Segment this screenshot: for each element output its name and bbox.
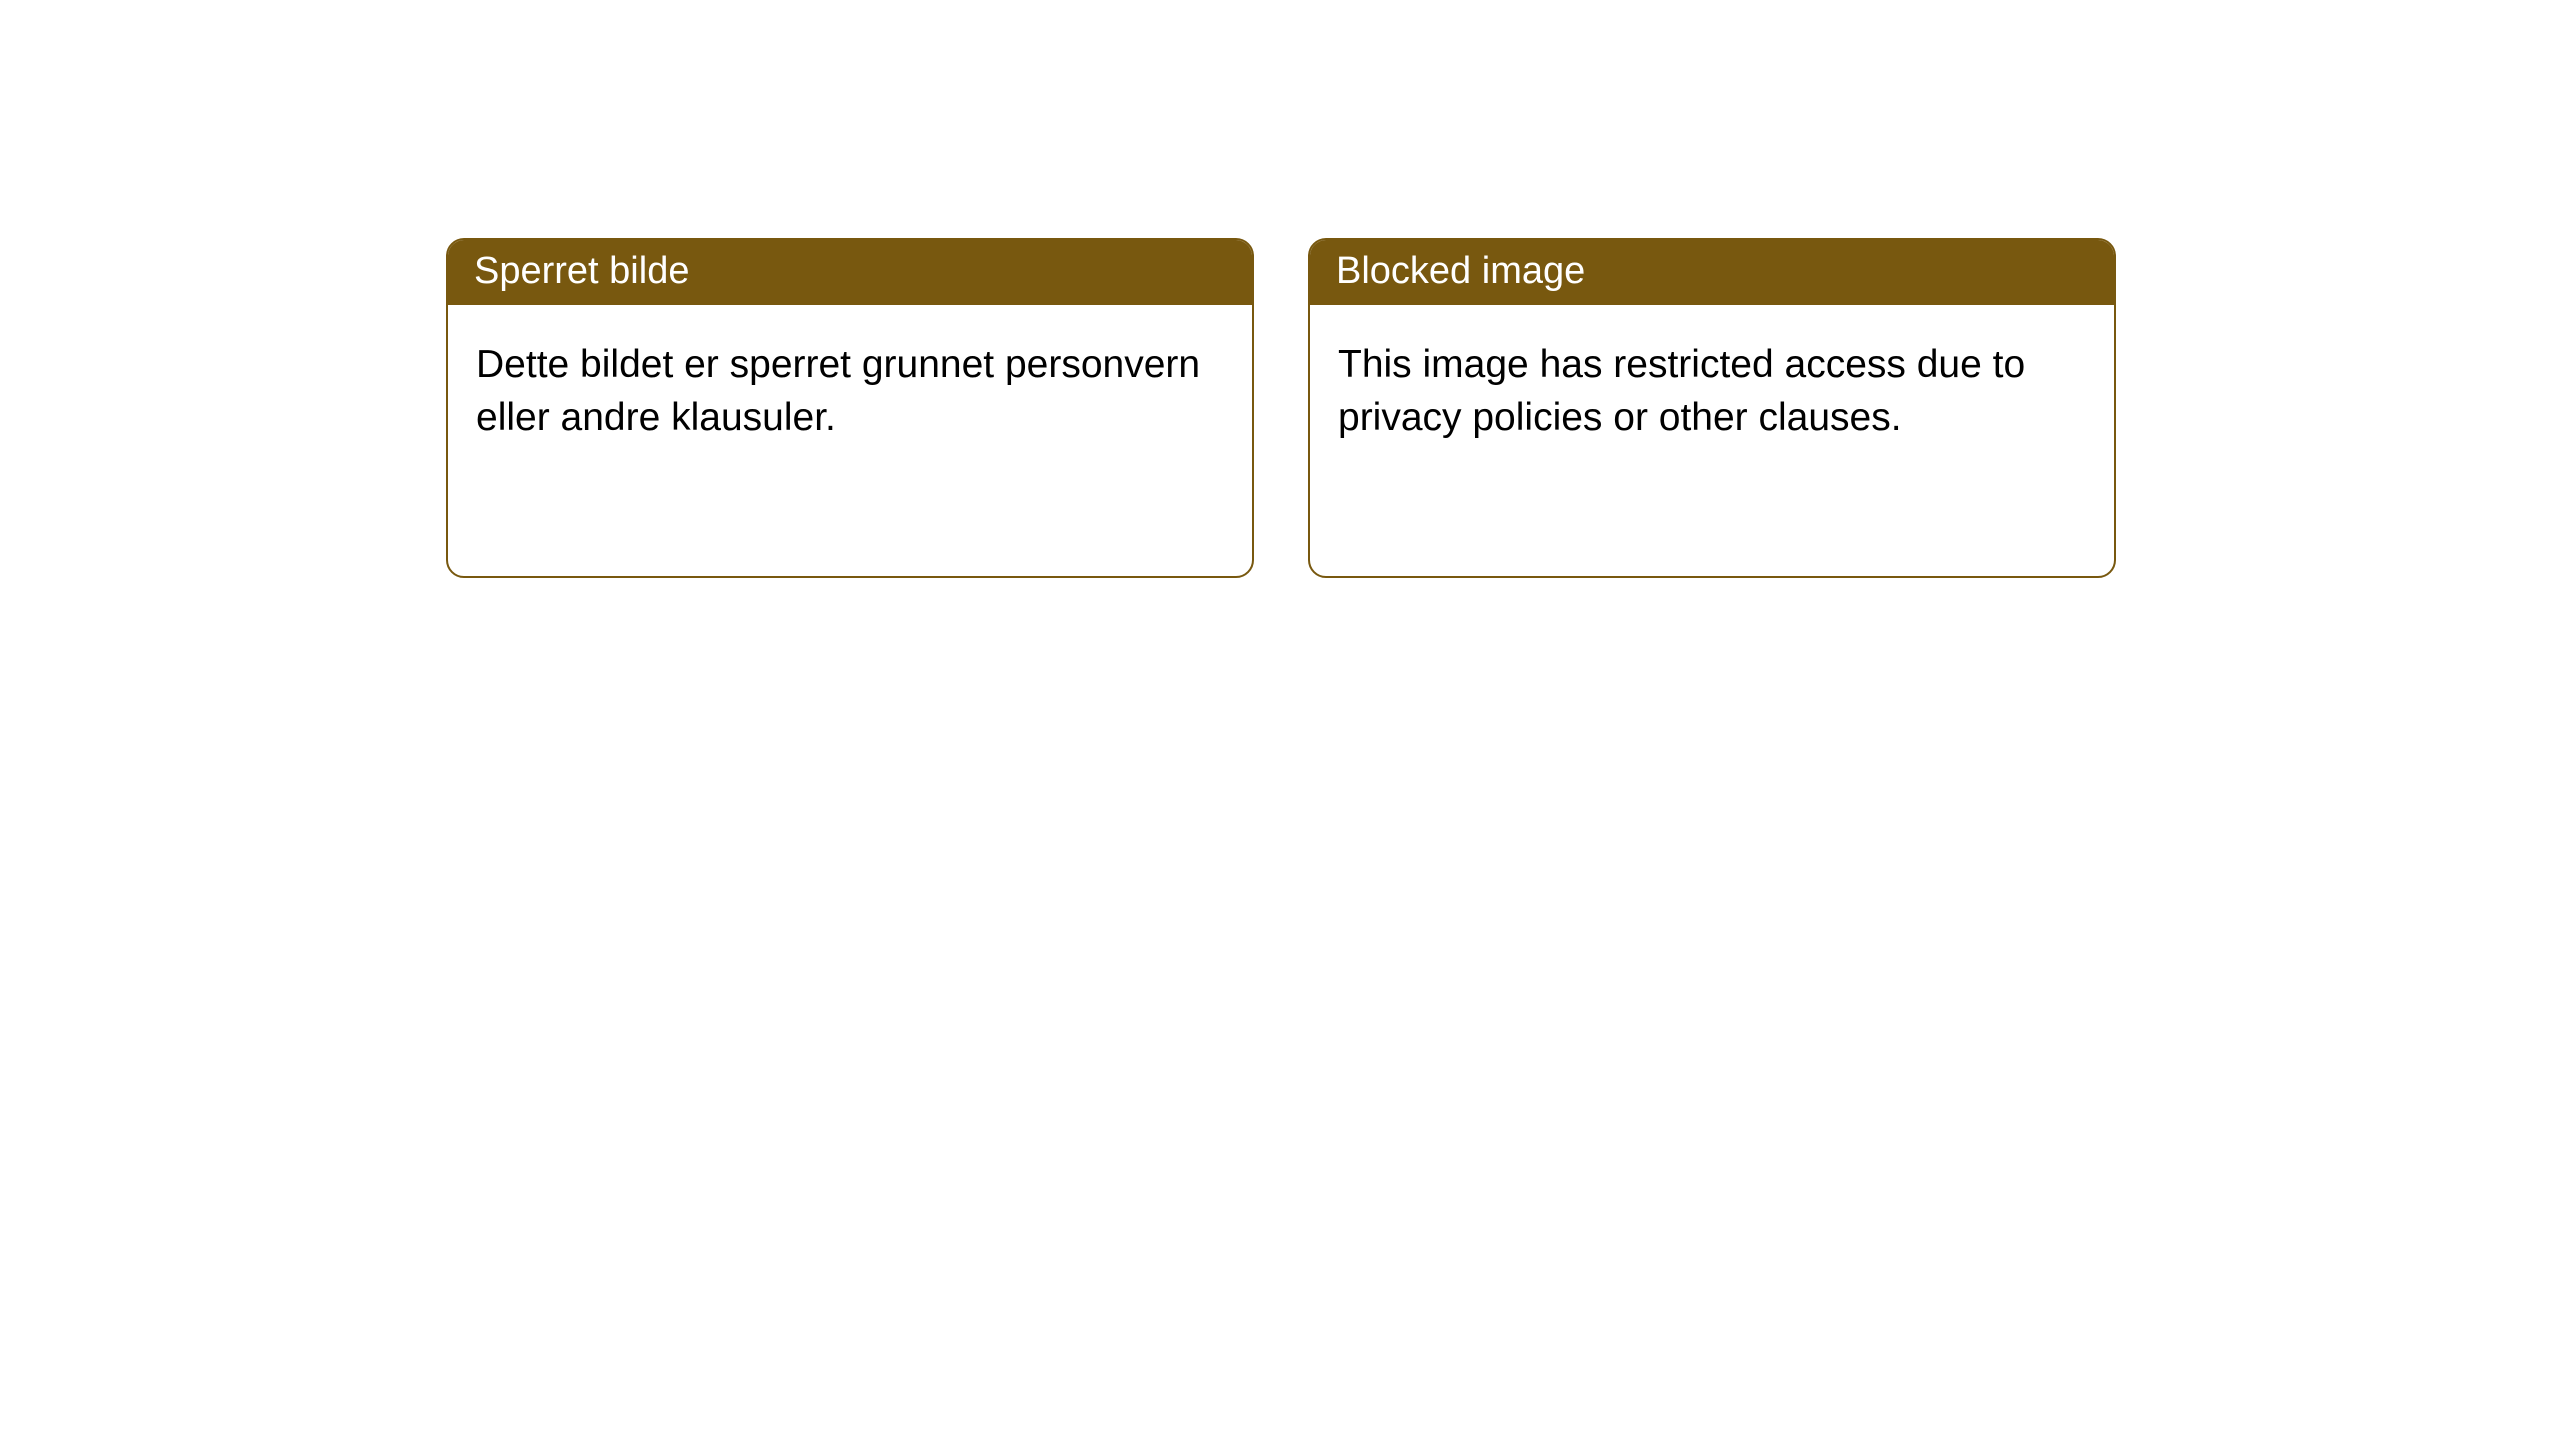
card-body: This image has restricted access due to … [1310, 305, 2114, 478]
notice-cards-container: Sperret bilde Dette bildet er sperret gr… [0, 0, 2560, 578]
card-body: Dette bildet er sperret grunnet personve… [448, 305, 1252, 478]
blocked-image-card-norwegian: Sperret bilde Dette bildet er sperret gr… [446, 238, 1254, 578]
card-body-text: Dette bildet er sperret grunnet personve… [476, 343, 1200, 439]
card-title: Sperret bilde [474, 250, 689, 292]
card-title: Blocked image [1336, 250, 1585, 292]
card-header: Blocked image [1310, 240, 2114, 305]
card-header: Sperret bilde [448, 240, 1252, 305]
card-body-text: This image has restricted access due to … [1338, 343, 2025, 439]
blocked-image-card-english: Blocked image This image has restricted … [1308, 238, 2116, 578]
